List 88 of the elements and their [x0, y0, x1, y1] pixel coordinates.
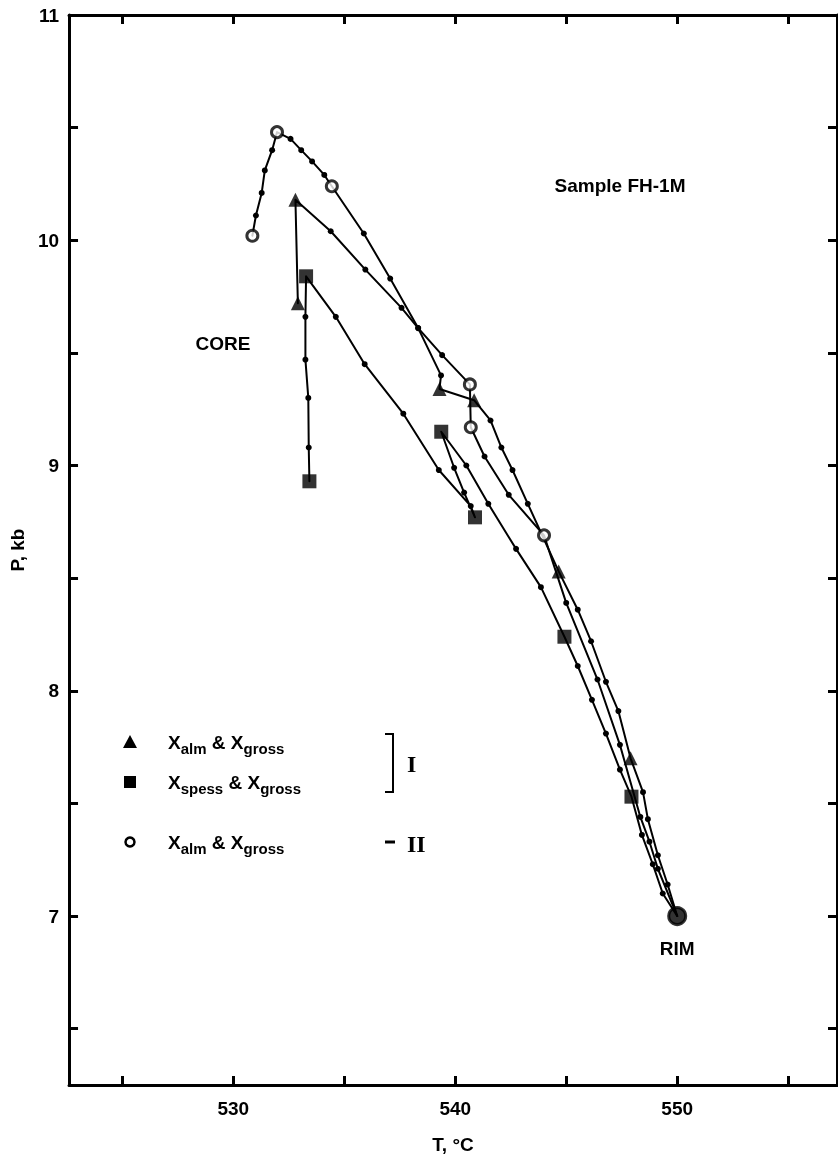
y-tick-label: 8	[48, 680, 60, 702]
point	[654, 865, 661, 872]
point	[299, 269, 314, 284]
point	[261, 167, 268, 174]
point	[432, 381, 447, 396]
annotation: I	[407, 751, 417, 777]
x-tick-label: 550	[661, 1098, 694, 1119]
point	[574, 606, 581, 613]
point	[563, 599, 570, 606]
point	[505, 491, 512, 498]
y-tick-label: 9	[48, 455, 60, 477]
point	[270, 125, 285, 140]
y-tick-label: 10	[37, 229, 60, 251]
point	[439, 352, 446, 359]
point	[252, 212, 259, 219]
point	[321, 171, 328, 178]
annotation: RIM	[659, 937, 695, 959]
point	[509, 467, 516, 474]
point	[435, 467, 442, 474]
point	[498, 444, 505, 451]
point	[332, 313, 339, 320]
x-axis-title: T, °C	[432, 1134, 474, 1155]
point	[461, 489, 468, 496]
annotation: Sample FH-1M	[554, 174, 686, 196]
point	[462, 377, 477, 392]
point	[481, 453, 488, 460]
point	[624, 789, 639, 804]
point	[467, 510, 482, 525]
point	[485, 500, 492, 507]
point	[288, 192, 303, 207]
point	[467, 503, 474, 510]
point	[637, 813, 644, 820]
point	[615, 708, 622, 715]
point	[487, 417, 494, 424]
point	[588, 696, 595, 703]
point	[302, 474, 317, 489]
point	[451, 464, 458, 471]
y-axis-title: P, kb	[7, 528, 28, 572]
point	[290, 296, 305, 311]
point	[640, 789, 647, 796]
y-tick-label: 7	[48, 905, 60, 927]
point	[524, 500, 531, 507]
point	[258, 189, 265, 196]
x-tick-label: 530	[217, 1098, 250, 1119]
point	[400, 410, 407, 417]
point	[361, 361, 368, 368]
annotation: CORE	[195, 332, 251, 354]
point	[574, 663, 581, 670]
point	[269, 147, 276, 154]
point	[387, 275, 394, 282]
point	[302, 356, 309, 363]
point	[616, 741, 623, 748]
point	[309, 158, 316, 165]
y-tick-label: 11	[38, 4, 60, 26]
point	[667, 906, 688, 927]
point	[302, 313, 309, 320]
point	[644, 816, 651, 823]
point	[362, 266, 369, 273]
point	[245, 228, 260, 243]
point	[623, 751, 638, 766]
point	[638, 831, 645, 838]
point	[654, 852, 661, 859]
point	[287, 135, 294, 142]
point	[646, 838, 653, 845]
point	[467, 393, 482, 408]
point	[594, 676, 601, 683]
point	[327, 228, 334, 235]
point	[551, 564, 566, 579]
point	[659, 890, 666, 897]
point	[649, 861, 656, 868]
point	[616, 766, 623, 773]
point	[537, 584, 544, 591]
point	[438, 372, 445, 379]
annotation: II	[407, 831, 426, 857]
point	[557, 629, 572, 644]
point	[298, 147, 305, 154]
point	[360, 230, 367, 237]
point	[398, 304, 405, 311]
point	[324, 179, 339, 194]
point	[602, 730, 609, 737]
point	[305, 394, 312, 401]
point	[434, 424, 449, 439]
point	[602, 678, 609, 685]
x-tick-label: 540	[439, 1098, 472, 1119]
point	[463, 420, 478, 435]
point	[588, 638, 595, 645]
point	[537, 528, 552, 543]
point	[513, 545, 520, 552]
